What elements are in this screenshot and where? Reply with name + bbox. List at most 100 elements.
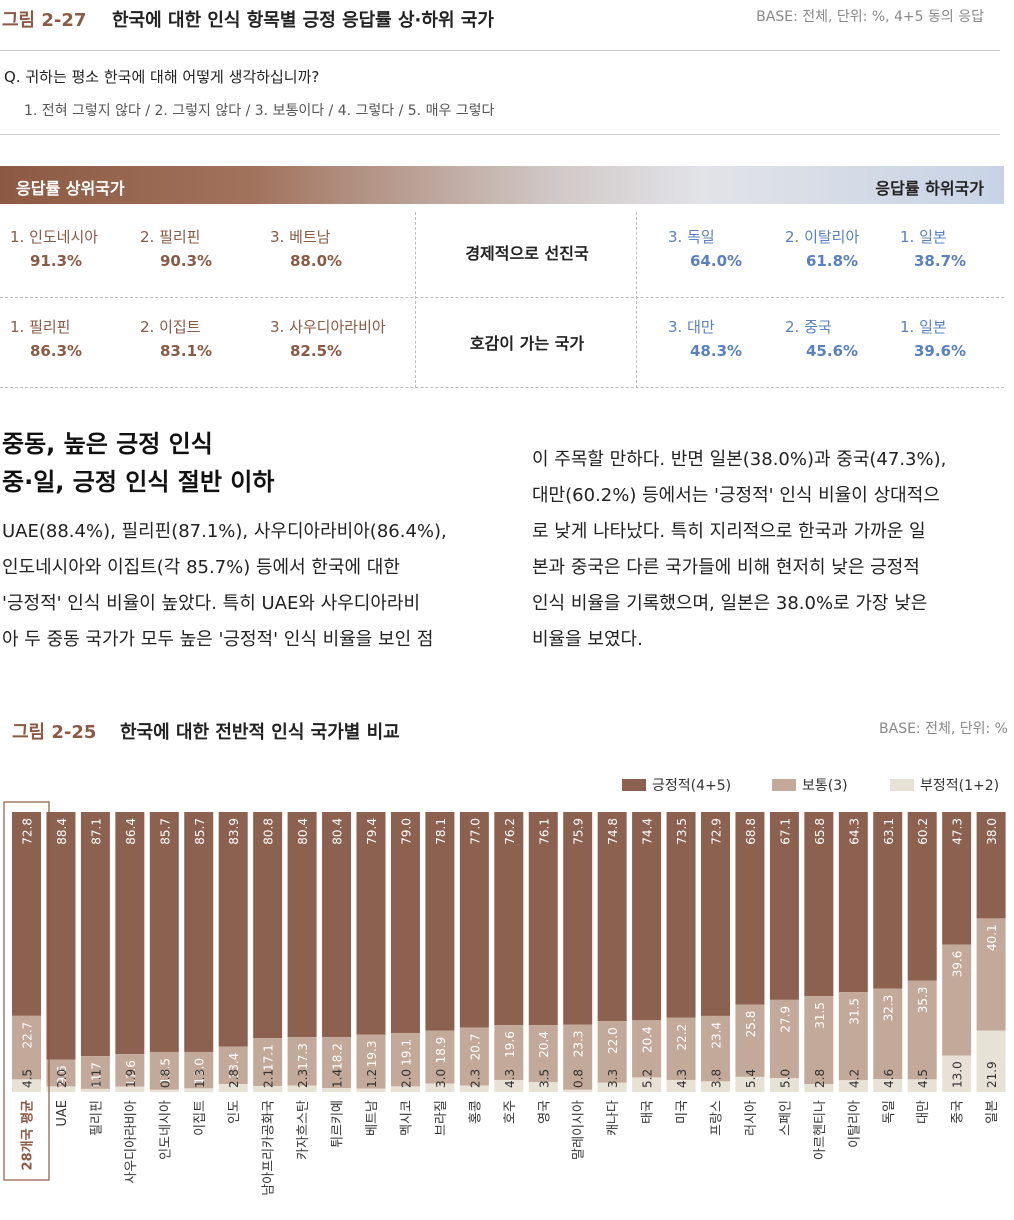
section-heading: 중동, 높은 긍정 인식 xyxy=(2,430,213,458)
bar-segment xyxy=(976,1030,1006,1092)
body-line: 아 두 중동 국가가 모두 높은 '긍정적' 인식 비율을 보인 점 xyxy=(2,629,434,650)
top-rank-value: 86.3% xyxy=(30,342,83,360)
data-label: 5.0 xyxy=(778,1069,792,1088)
data-label: 20.4 xyxy=(641,1026,655,1053)
data-label: 4.6 xyxy=(882,1069,896,1088)
data-label: 47.3 xyxy=(951,818,965,845)
bottom-rank-value: 39.6% xyxy=(914,342,967,360)
bar-segment xyxy=(218,1084,248,1092)
data-label: 17.1 xyxy=(262,1044,276,1071)
bar-segment xyxy=(976,918,1006,1031)
data-label: 2.0 xyxy=(55,1069,69,1088)
category-label: 튀르키예 xyxy=(331,1100,346,1148)
data-label: 5.2 xyxy=(641,1069,655,1088)
bar-segment xyxy=(494,1025,524,1080)
bottom-rank-value: 38.7% xyxy=(914,252,967,270)
data-label: 77.0 xyxy=(468,818,482,845)
data-label: 1.2 xyxy=(365,1069,379,1088)
bar-segment xyxy=(907,812,937,981)
data-label: 2.8 xyxy=(813,1069,827,1088)
bar-segment xyxy=(390,1086,420,1092)
category-label: 태국 xyxy=(641,1100,656,1124)
data-label: 35.3 xyxy=(916,987,930,1014)
bottom-rank-label: 3. 대만 xyxy=(668,318,715,336)
figure-title: 한국에 대한 인식 항목별 긍정 응답률 상·하위 국가 xyxy=(112,10,494,31)
body-line: 비율을 보였다. xyxy=(532,629,643,650)
data-label: 2.8 xyxy=(227,1069,241,1088)
category-label: 인도 xyxy=(227,1100,242,1124)
category-label: 남아프리카공화국 xyxy=(262,1100,277,1196)
bar-segment xyxy=(12,1015,41,1080)
bar-segment xyxy=(184,1088,214,1092)
data-label: 60.2 xyxy=(916,818,930,845)
data-label: 2.3 xyxy=(296,1069,310,1088)
criterion-label: 호감이 가는 국가 xyxy=(469,334,585,353)
top-rank-value: 90.3% xyxy=(160,252,213,270)
category-label: 브라질 xyxy=(434,1100,449,1136)
data-label: 31.5 xyxy=(813,1002,827,1029)
data-label: 11.6 xyxy=(124,1060,138,1087)
data-label: 63.1 xyxy=(882,818,896,845)
category-label: 일본 xyxy=(985,1100,1000,1124)
bar-segment xyxy=(322,1037,352,1089)
data-label: 20.4 xyxy=(537,1031,551,1058)
category-label: 호주 xyxy=(503,1100,518,1124)
top-countries-label: 응답률 상위국가 xyxy=(16,179,125,198)
bar-segment xyxy=(597,812,627,1022)
data-label: 18.2 xyxy=(331,1043,345,1070)
data-label: 3.0 xyxy=(434,1069,448,1088)
data-label: 13.0 xyxy=(951,1061,965,1088)
answer-scale: 1. 전혀 그렇지 않다 / 2. 그렇지 않다 / 3. 보통이다 / 4. … xyxy=(24,103,495,119)
bottom-rank-value: 61.8% xyxy=(806,252,859,270)
data-label: 32.3 xyxy=(882,995,896,1022)
bar-segment xyxy=(804,996,834,1085)
data-label: 68.8 xyxy=(744,818,758,845)
bar-segment xyxy=(46,812,76,1060)
category-label: 필리핀 xyxy=(89,1100,104,1136)
bar-segment xyxy=(632,1077,662,1092)
data-label: 38.0 xyxy=(985,818,999,845)
bar-segment xyxy=(666,812,696,1018)
data-label: 27.9 xyxy=(778,1006,792,1033)
bar-segment xyxy=(425,1083,455,1092)
bar-segment xyxy=(701,812,730,1016)
data-label: 1.3 xyxy=(193,1069,207,1088)
top-rank-label: 2. 필리핀 xyxy=(140,228,201,246)
bar-segment xyxy=(838,812,868,993)
bar-segment xyxy=(390,812,420,1033)
data-label: 3.8 xyxy=(710,1069,724,1088)
data-label: 72.9 xyxy=(710,818,724,845)
bar-segment xyxy=(287,812,317,1038)
category-label: 미국 xyxy=(675,1100,690,1124)
data-label: 2.3 xyxy=(468,1069,482,1088)
category-label: UAE xyxy=(55,1100,70,1127)
data-label: 72.8 xyxy=(21,818,35,845)
bar-segment xyxy=(942,1055,972,1092)
data-label: 88.4 xyxy=(55,818,69,845)
bar-segment xyxy=(149,812,179,1052)
data-label: 64.3 xyxy=(847,818,861,845)
bar-segment xyxy=(184,1051,214,1089)
category-label: 프랑스 xyxy=(710,1100,725,1136)
data-label: 4.3 xyxy=(503,1069,517,1088)
data-label: 76.1 xyxy=(537,818,551,845)
bar-segment xyxy=(873,988,903,1080)
bar-segment xyxy=(804,1084,834,1092)
bar-segment xyxy=(838,1080,868,1092)
average-highlight-box xyxy=(3,801,50,1181)
data-label: 79.0 xyxy=(399,818,413,845)
category-label: 영국 xyxy=(537,1100,552,1124)
bar-segment xyxy=(528,812,558,1026)
data-label: 31.5 xyxy=(847,998,861,1025)
data-label: 74.8 xyxy=(606,818,620,845)
data-label: 22.0 xyxy=(606,1027,620,1054)
top-rank-label: 3. 사우디아라비아 xyxy=(270,318,386,336)
data-label: 78.1 xyxy=(434,818,448,845)
top-rank-label: 1. 인도네시아 xyxy=(10,228,99,246)
data-label: 13.0 xyxy=(193,1058,207,1085)
category-label: 아르헨티나 xyxy=(813,1100,828,1160)
bar-segment xyxy=(115,1054,145,1087)
category-label: 인도네시아 xyxy=(158,1100,173,1160)
figure-header: 그림 2-27 한국에 대한 인식 항목별 긍정 응답률 상·하위 국가 BAS… xyxy=(0,0,1000,34)
